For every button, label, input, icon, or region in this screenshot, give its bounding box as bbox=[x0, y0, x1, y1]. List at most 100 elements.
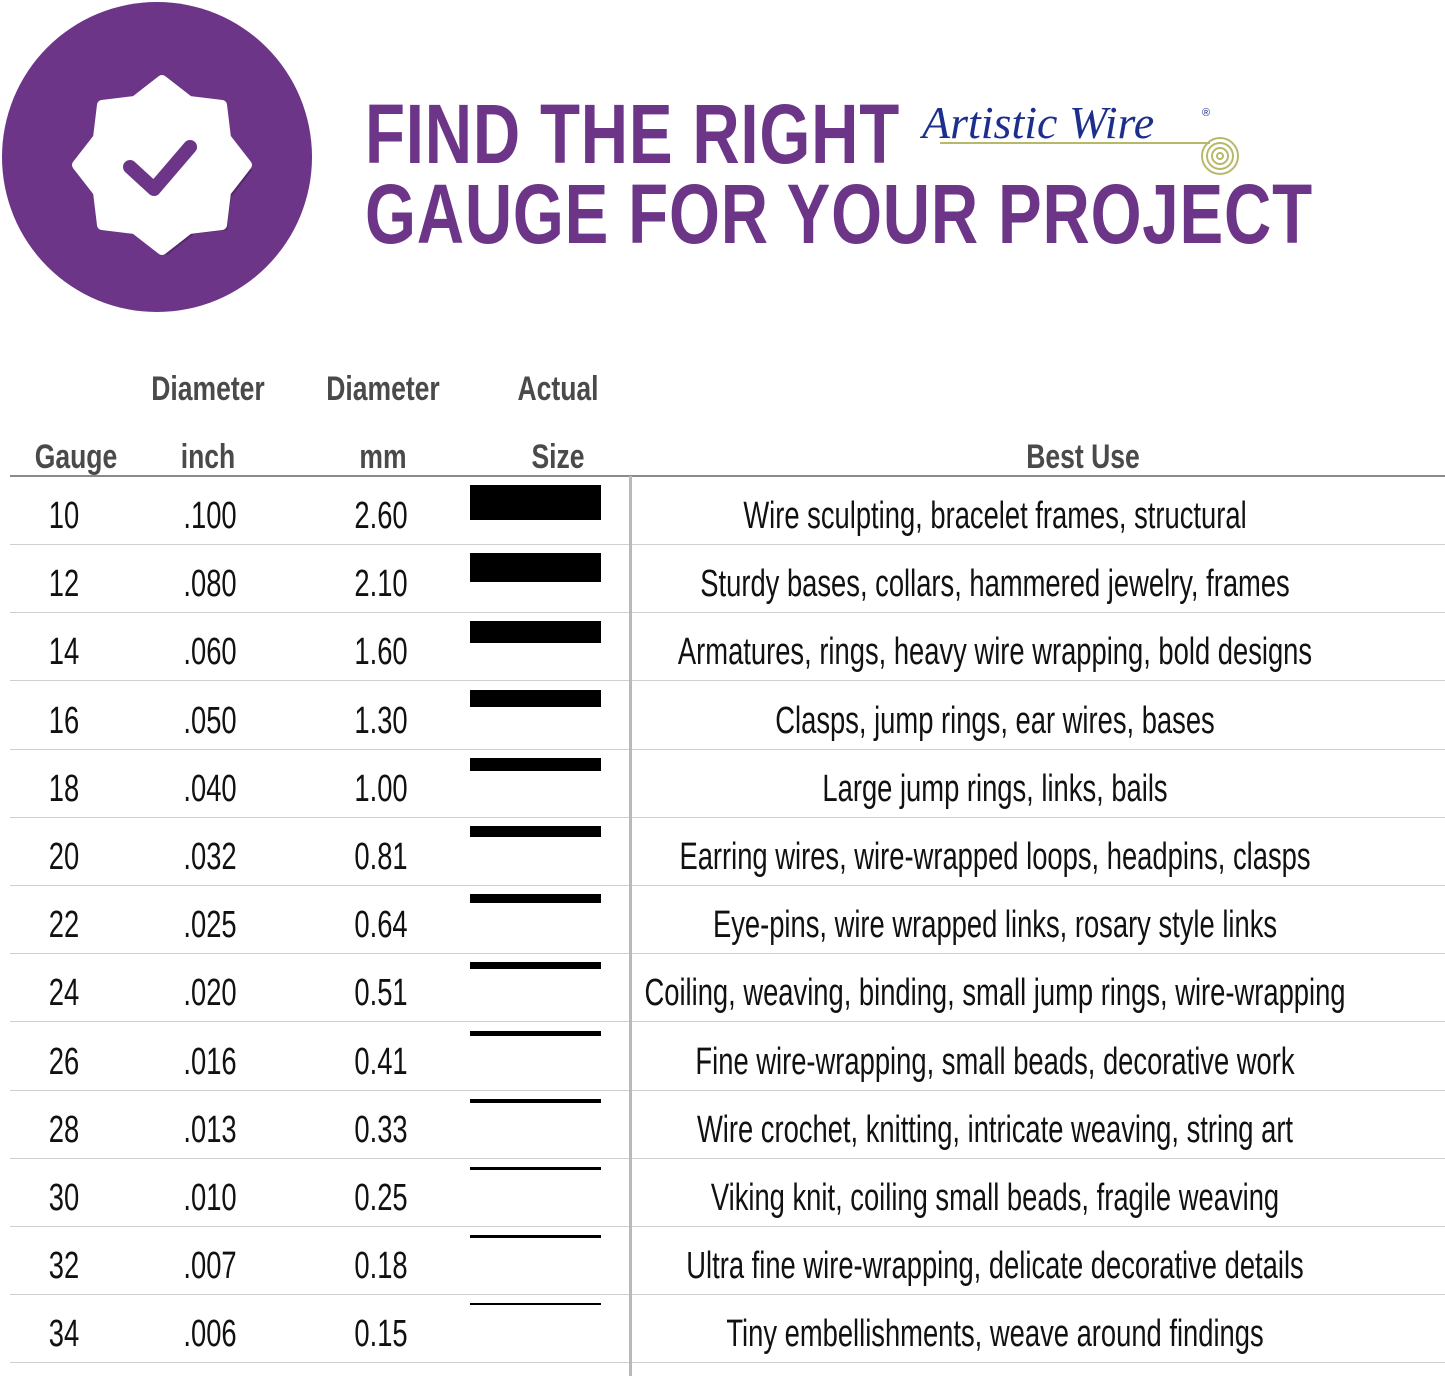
table-row: 30 .010 0.25 Viking knit, coiling small bea… bbox=[0, 1159, 1445, 1227]
cell-inch: .060 bbox=[183, 631, 237, 674]
cell-best-use: Large jump rings, links, bails bbox=[822, 767, 1168, 810]
cell-best-use: Coiling, weaving, binding, small jump ri… bbox=[644, 972, 1346, 1015]
row-divider bbox=[10, 1157, 1445, 1159]
header-inch-top: Diameter bbox=[151, 370, 265, 408]
table-row: 16 .050 1.30 Clasps, jump rings, ear wires,… bbox=[0, 682, 1445, 750]
cell-best-use: Clasps, jump rings, ear wires, bases bbox=[775, 699, 1215, 742]
header-size-bottom: Size bbox=[531, 438, 585, 476]
row-divider bbox=[10, 1294, 1445, 1296]
actual-size-bar bbox=[470, 1303, 601, 1306]
table-row: 10 .100 2.60 Wire sculpting, bracelet frame… bbox=[0, 477, 1445, 545]
cell-gauge: 32 bbox=[48, 1245, 80, 1288]
cell-inch: .007 bbox=[183, 1245, 237, 1288]
cell-gauge: 20 bbox=[48, 836, 80, 878]
cell-mm: 1.00 bbox=[354, 767, 408, 810]
actual-size-bar bbox=[470, 621, 601, 643]
cell-inch: .050 bbox=[183, 699, 237, 742]
row-divider bbox=[10, 1089, 1445, 1091]
table-row: 20 .032 0.81 Earring wires, wire-wrapped lo… bbox=[0, 818, 1445, 886]
cell-best-use: Earring wires, wire-wrapped loops, headp… bbox=[679, 836, 1311, 878]
cell-gauge: 26 bbox=[48, 1040, 80, 1083]
actual-size-bar bbox=[470, 894, 601, 903]
svg-text:®: ® bbox=[1202, 107, 1210, 119]
header-divider bbox=[10, 475, 1445, 477]
cell-best-use: Wire sculpting, bracelet frames, structu… bbox=[743, 495, 1247, 537]
check-badge-icon bbox=[72, 75, 252, 255]
cell-mm: 0.81 bbox=[354, 836, 408, 878]
cell-best-use: Fine wire-wrapping, small beads, decorat… bbox=[695, 1040, 1295, 1083]
actual-size-bar bbox=[470, 1098, 601, 1104]
cell-best-use: Ultra fine wire-wrapping, delicate decor… bbox=[686, 1245, 1304, 1288]
cell-inch: .040 bbox=[183, 767, 237, 810]
row-divider bbox=[10, 1021, 1445, 1023]
title-line-1: FIND THE RIGHT bbox=[365, 87, 901, 181]
actual-size-bar bbox=[470, 1167, 601, 1171]
cell-mm: 2.10 bbox=[354, 563, 408, 606]
table-row: 28 .013 0.33 Wire crochet, knitting, intric… bbox=[0, 1091, 1445, 1159]
cell-inch: .010 bbox=[183, 1177, 237, 1219]
actual-size-bar bbox=[470, 757, 601, 772]
table-row: 12 .080 2.10 Sturdy bases, collars, hammere… bbox=[0, 545, 1445, 614]
table-row: 24 .020 0.51 Coiling, weaving, binding, sma… bbox=[0, 954, 1445, 1023]
cell-mm: 0.51 bbox=[354, 972, 408, 1015]
cell-inch: .016 bbox=[183, 1040, 237, 1083]
cell-gauge: 18 bbox=[48, 767, 80, 810]
row-divider bbox=[10, 612, 1445, 614]
cell-mm: 0.18 bbox=[354, 1245, 408, 1288]
header-mm-bottom: mm bbox=[359, 438, 407, 476]
cell-gauge: 22 bbox=[48, 904, 80, 947]
actual-size-bar bbox=[470, 826, 601, 837]
cell-gauge: 28 bbox=[48, 1108, 80, 1151]
table-row: 18 .040 1.00 Large jump rings, links, bails bbox=[0, 750, 1445, 818]
actual-size-bar bbox=[470, 485, 601, 521]
row-divider bbox=[10, 1226, 1445, 1227]
cell-gauge: 24 bbox=[48, 972, 80, 1015]
actual-size-bar bbox=[470, 553, 601, 582]
brand-logo: Artistic Wire ® bbox=[919, 96, 1240, 181]
actual-size-bar bbox=[470, 1235, 601, 1238]
title-line-2: GAUGE FOR YOUR PROJECT bbox=[365, 167, 1313, 261]
table-row: 22 .025 0.64 Eye-pins, wire wrapped links, … bbox=[0, 886, 1445, 955]
svg-text:Artistic Wire: Artistic Wire bbox=[920, 97, 1154, 148]
cell-best-use: Eye-pins, wire wrapped links, rosary sty… bbox=[712, 904, 1278, 947]
table-row: 26 .016 0.41 Fine wire-wrapping, small bead… bbox=[0, 1023, 1445, 1091]
row-divider bbox=[10, 953, 1445, 955]
row-divider bbox=[10, 544, 1445, 545]
cell-mm: 0.33 bbox=[354, 1108, 408, 1151]
cell-gauge: 16 bbox=[48, 699, 80, 742]
cell-best-use: Wire crochet, knitting, intricate weavin… bbox=[696, 1108, 1294, 1151]
cell-inch: .013 bbox=[183, 1108, 237, 1151]
row-divider bbox=[10, 1362, 1445, 1364]
actual-size-bar bbox=[470, 962, 601, 970]
cell-inch: .020 bbox=[183, 972, 237, 1015]
table-row: 32 .007 0.18 Ultra fine wire-wrapping, deli… bbox=[0, 1227, 1445, 1296]
cell-mm: 0.64 bbox=[354, 904, 408, 947]
cell-gauge: 12 bbox=[48, 563, 80, 606]
row-divider bbox=[10, 680, 1445, 682]
cell-gauge: 10 bbox=[48, 495, 80, 537]
header-best-use: Best Use bbox=[1026, 438, 1140, 476]
cell-inch: .032 bbox=[183, 836, 237, 878]
row-divider bbox=[10, 885, 1445, 886]
cell-mm: 1.60 bbox=[354, 631, 408, 674]
actual-size-bar bbox=[470, 689, 601, 708]
cell-best-use: Viking knit, coiling small beads, fragil… bbox=[710, 1177, 1280, 1219]
header-mm-top: Diameter bbox=[326, 370, 440, 408]
cell-best-use: Sturdy bases, collars, hammered jewelry,… bbox=[700, 563, 1290, 606]
row-divider bbox=[10, 748, 1445, 750]
cell-best-use: Tiny embellishments, weave around findin… bbox=[726, 1313, 1264, 1356]
cell-mm: 2.60 bbox=[354, 495, 408, 537]
cell-gauge: 34 bbox=[48, 1313, 80, 1356]
header-size-top: Actual bbox=[517, 370, 599, 408]
cell-gauge: 30 bbox=[48, 1177, 80, 1219]
header-gauge: Gauge bbox=[34, 438, 118, 476]
check-badge bbox=[2, 2, 312, 312]
cell-best-use: Armatures, rings, heavy wire wrapping, b… bbox=[677, 631, 1313, 674]
cell-mm: 0.25 bbox=[354, 1177, 408, 1219]
header-inch-bottom: inch bbox=[180, 438, 236, 476]
table-row: 14 .060 1.60 Armatures, rings, heavy wire w… bbox=[0, 613, 1445, 682]
cell-inch: .025 bbox=[183, 904, 237, 947]
cell-mm: 1.30 bbox=[354, 699, 408, 742]
cell-inch: .006 bbox=[183, 1313, 237, 1356]
cell-inch: .100 bbox=[183, 495, 237, 537]
